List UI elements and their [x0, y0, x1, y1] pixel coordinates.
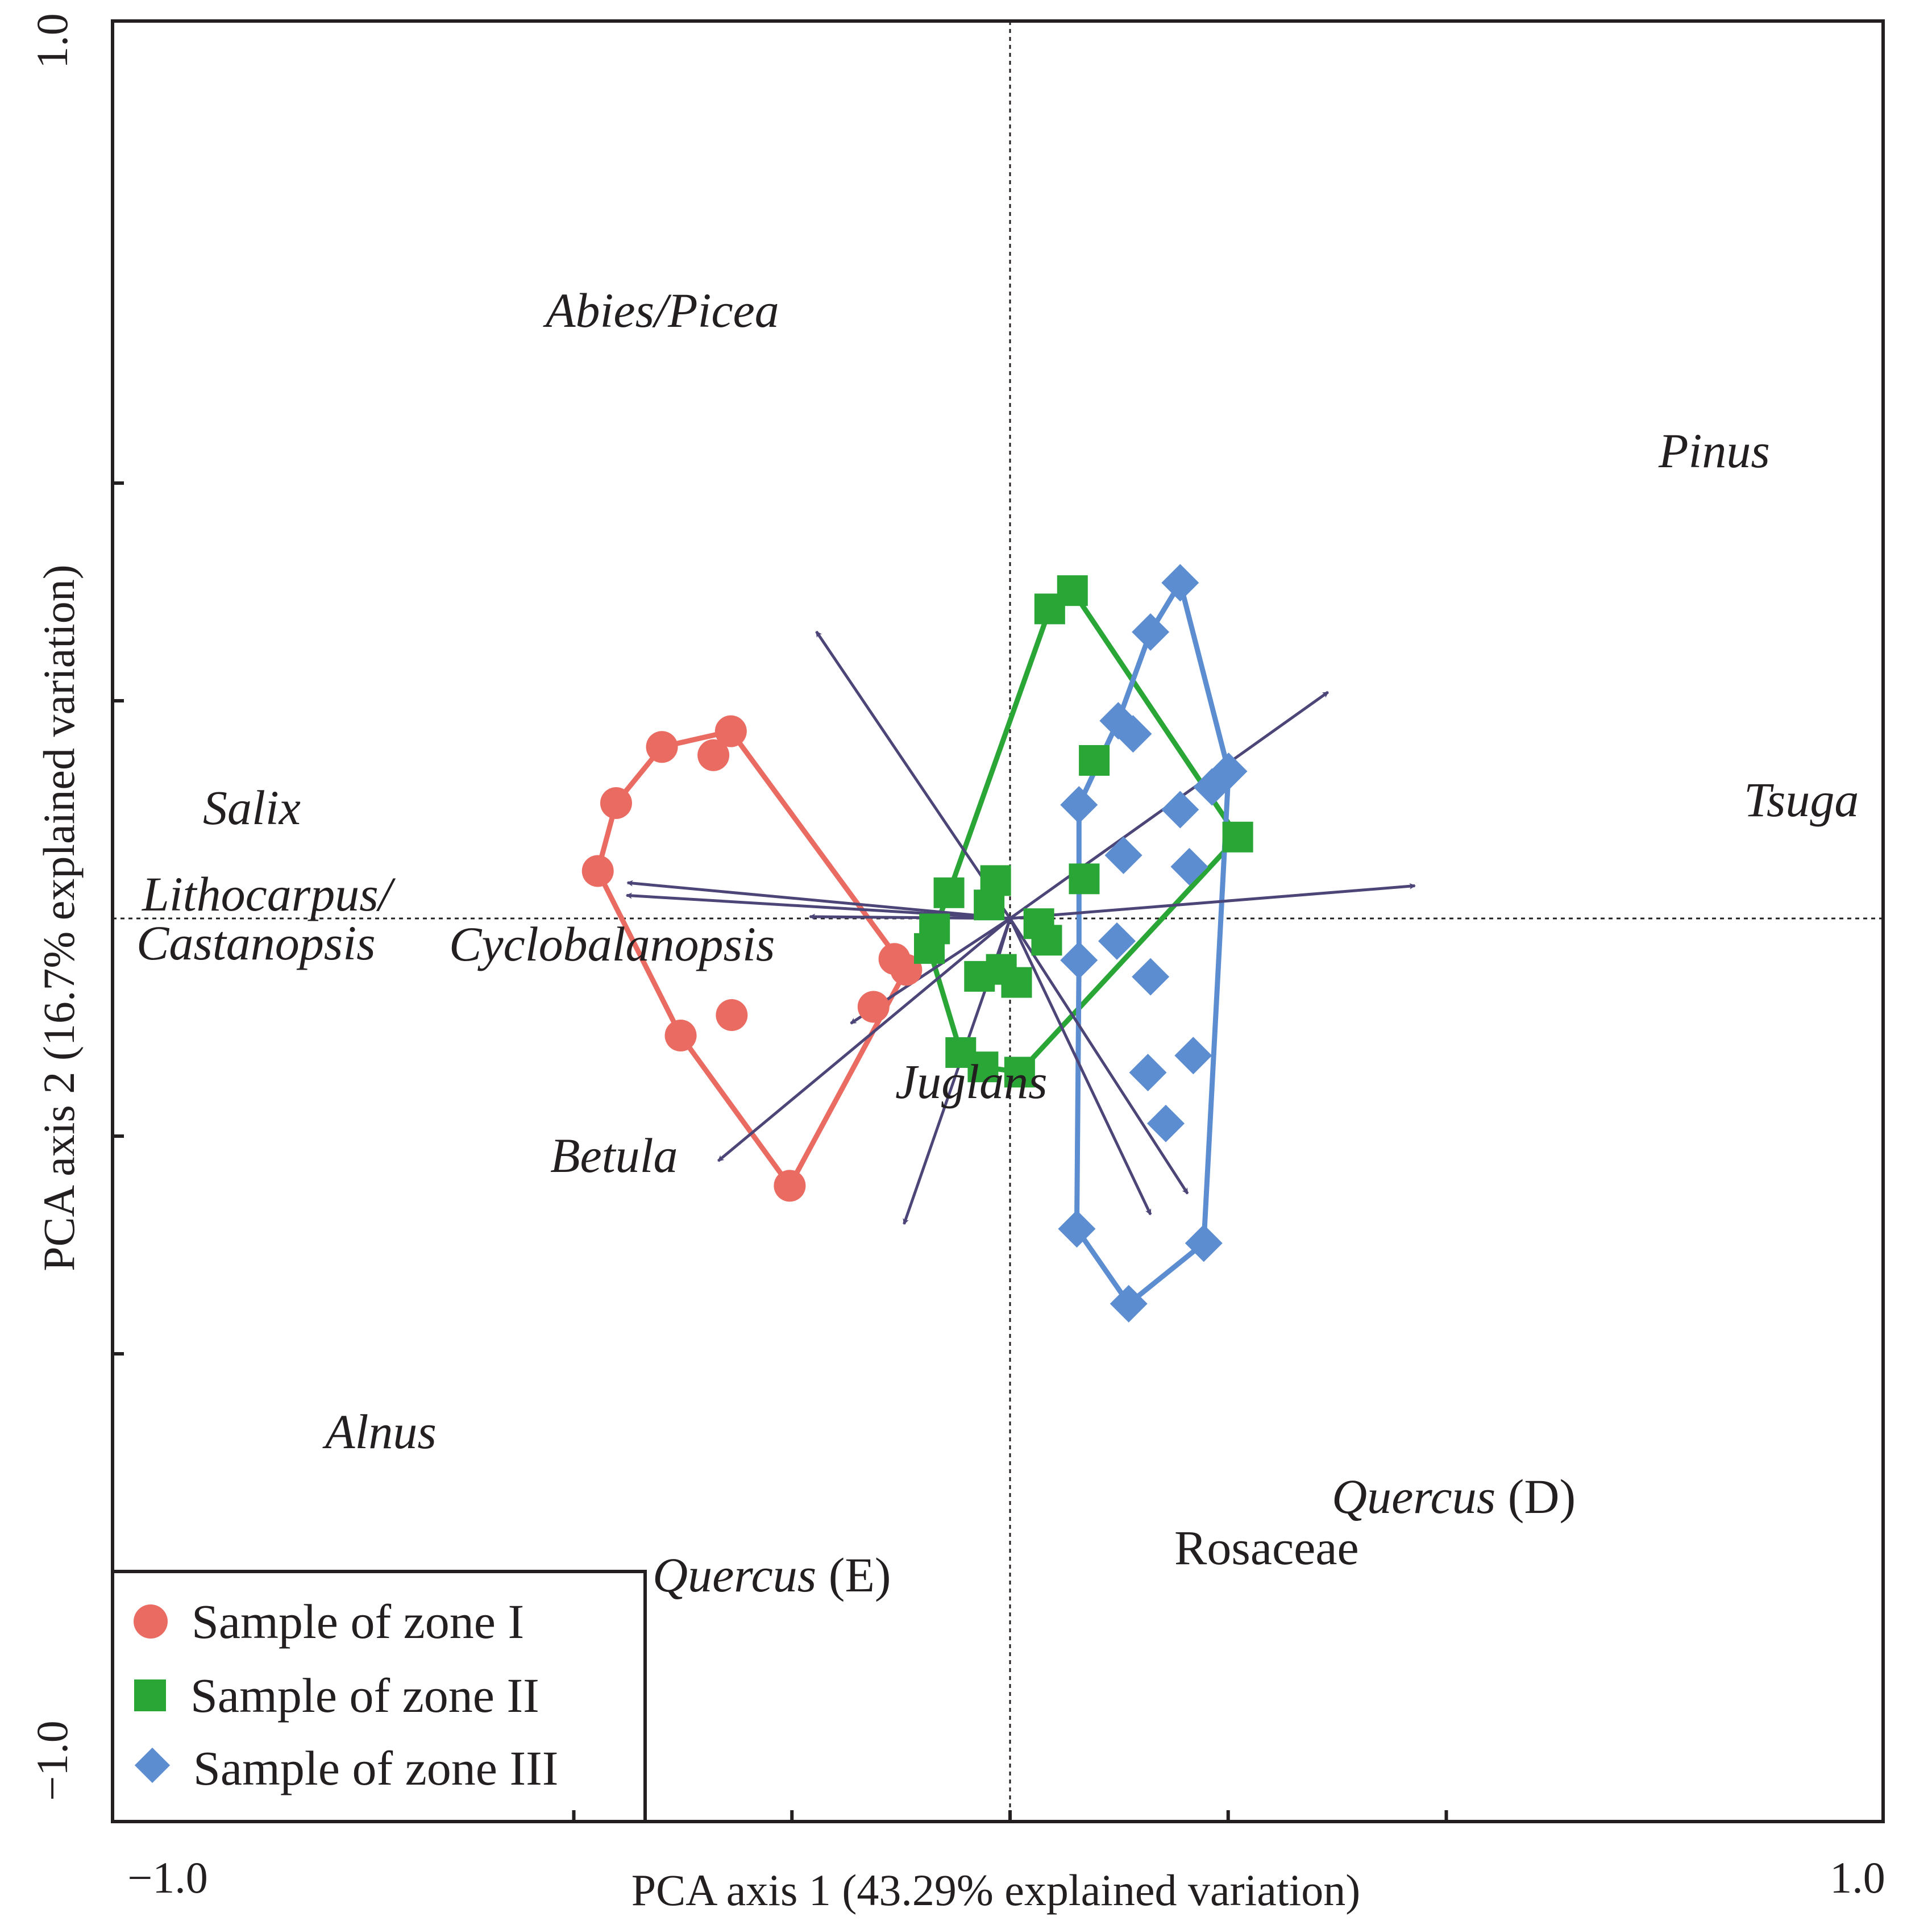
point-zone-3-12 [1132, 958, 1170, 996]
point-zone-1-8 [857, 991, 890, 1023]
label-quercus-e-name: Quercus [653, 1548, 816, 1602]
hull-zone-3 [1074, 581, 1231, 1307]
point-zone-1-2 [600, 787, 632, 820]
x-tick-label-max: 1.0 [1830, 1853, 1885, 1902]
point-zone-3-4 [1114, 715, 1152, 753]
label-quercus-d-suffix: (D) [1495, 1469, 1576, 1524]
legend-label-zone-2: Sample of zone II [190, 1668, 539, 1723]
point-zone-3-16 [1146, 1104, 1185, 1142]
point-zone-3-13 [1060, 941, 1098, 979]
point-zone-3-9 [1104, 836, 1142, 874]
axis-ticks [113, 481, 1448, 1822]
point-zone-2-12 [1031, 925, 1062, 956]
arrow-abies-picea [815, 630, 1012, 920]
point-zone-3-8 [1060, 786, 1098, 824]
label-castanopsis: Castanopsis [136, 916, 376, 970]
legend-label-zone-1: Sample of zone I [192, 1594, 524, 1649]
point-zone-2-15 [1001, 967, 1032, 998]
point-zone-2-2 [1034, 593, 1065, 625]
arrow-salix [626, 880, 1011, 920]
label-abies-picea: Abies/Picea [543, 283, 779, 338]
label-juglans: Juglans [895, 1054, 1048, 1109]
label-cyclobalanopsis: Cyclobalanopsis [449, 917, 775, 971]
arrow-quercus-d [1008, 917, 1189, 1195]
legend-marker-zone-2 [134, 1679, 166, 1711]
y-axis-title: PCA axis 2 (16.7% explained variation) [34, 564, 84, 1271]
point-zone-3-1 [1161, 564, 1199, 602]
arrow-rosaceae [1008, 917, 1152, 1216]
label-rosaceae: Rosaceae [1174, 1520, 1359, 1575]
legend: Sample of zone I Sample of zone II Sampl… [111, 1570, 647, 1823]
point-zone-1-1 [581, 855, 614, 887]
variable-labels: Abies/Picea Pinus Tsuga Salix Lithocarpu… [136, 283, 1859, 1602]
label-salix: Salix [203, 780, 301, 835]
point-zone-1-11 [774, 1170, 806, 1202]
legend-marker-zone-1 [134, 1604, 168, 1639]
point-zone-3-2 [1132, 613, 1170, 651]
arrow-tsuga [1009, 883, 1416, 920]
label-pinus: Pinus [1658, 423, 1770, 478]
point-zone-2-17 [967, 1051, 999, 1083]
point-zone-1-3 [646, 731, 678, 763]
label-quercus-d: Quercus (D) [1332, 1469, 1576, 1524]
point-zone-1-10 [664, 1020, 697, 1052]
legend-box [111, 1570, 647, 1823]
label-quercus-d-name: Quercus [1332, 1469, 1495, 1524]
point-zone-1-9 [716, 999, 748, 1032]
point-zone-2-4 [1222, 821, 1253, 853]
plot-frame [111, 19, 1885, 1823]
label-tsuga: Tsuga [1744, 772, 1859, 827]
x-tick-label-min: −1.0 [127, 1853, 208, 1902]
point-zone-2-3 [1079, 745, 1110, 776]
point-zone-1-5 [697, 739, 730, 771]
point-zone-3-11 [1098, 922, 1136, 960]
point-zone-2-7 [933, 877, 965, 908]
label-quercus-e-suffix: (E) [816, 1548, 891, 1602]
point-zone-2-14 [964, 961, 995, 992]
x-axis-title: PCA axis 1 (43.29% explained variation) [631, 1865, 1360, 1915]
point-zone-3-17 [1058, 1210, 1096, 1248]
y-tick-label-max: 1.0 [27, 13, 77, 69]
point-zone-3-18 [1185, 1224, 1223, 1262]
point-zone-3-14 [1174, 1037, 1212, 1075]
point-zone-2-5 [1069, 863, 1100, 895]
point-zone-3-7 [1161, 791, 1199, 829]
label-lithocarpus: Lithocarpus/ [141, 867, 396, 921]
y-tick-label-min: −1.0 [27, 1720, 77, 1801]
point-zone-3-15 [1129, 1054, 1167, 1092]
point-zone-2-18 [1004, 1057, 1035, 1088]
point-zone-3-6 [1193, 768, 1231, 806]
point-zone-3-10 [1170, 847, 1208, 885]
label-quercus-e: Quercus (E) [653, 1548, 891, 1602]
hull-zone-2 [926, 588, 1241, 1075]
legend-label-zone-3: Sample of zone III [193, 1741, 558, 1795]
arrow-alnus [717, 917, 1011, 1162]
label-betula: Betula [550, 1128, 678, 1183]
point-zone-2-10 [914, 933, 945, 964]
point-zone-1-4 [714, 715, 747, 747]
point-zone-2-8 [974, 889, 1005, 921]
label-alnus: Alnus [322, 1404, 437, 1459]
sample-points [581, 564, 1253, 1323]
point-zone-3-19 [1110, 1284, 1148, 1323]
